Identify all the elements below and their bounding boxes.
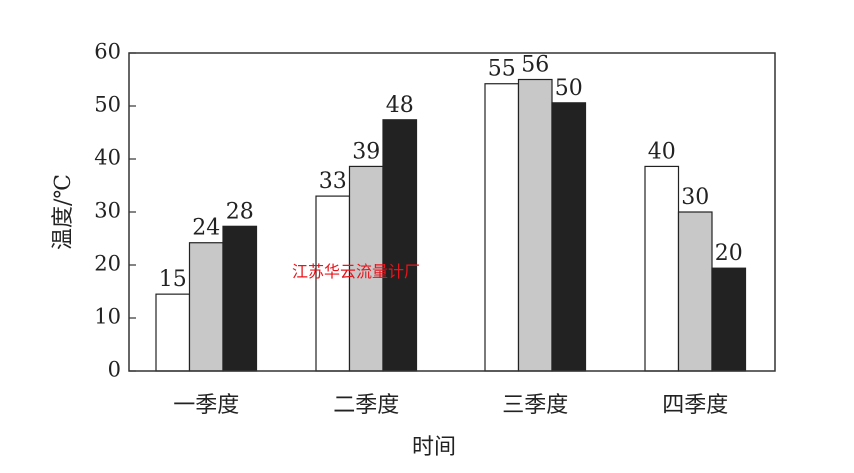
watermark-text: 江苏华云流量计厂 — [292, 262, 421, 281]
bar-series1-cat1 — [155, 293, 191, 372]
y-tick-label: 50 — [94, 93, 121, 117]
x-category-label: 一季度 — [173, 393, 239, 418]
y-tick-label: 40 — [94, 146, 121, 170]
y-axis-title: 温度/℃ — [51, 174, 76, 250]
x-category-label: 三季度 — [502, 393, 568, 418]
data-label-series1-cat1: 15 — [159, 267, 187, 292]
bar-series3-cat1 — [222, 225, 258, 372]
y-tick-label: 10 — [94, 305, 121, 329]
data-labels-group: 15 33 55 40 24 39 56 30 28 48 50 20 — [159, 53, 743, 293]
bar-series2-cat4 — [677, 211, 713, 372]
y-tick-label: 20 — [94, 252, 121, 276]
data-label-series1-cat2: 33 — [319, 169, 347, 194]
bar-series1-cat3 — [484, 83, 520, 372]
x-category-label: 二季度 — [333, 393, 399, 418]
x-category-label: 四季度 — [662, 393, 728, 418]
y-axis: 0 10 20 30 40 50 60 — [94, 40, 136, 382]
data-label-series3-cat4: 20 — [715, 241, 743, 266]
bar-series1-cat4 — [644, 165, 680, 372]
bar-series2-cat1 — [188, 242, 224, 372]
bar-series2-cat3 — [517, 78, 553, 372]
bar-series2-cat2 — [348, 165, 384, 372]
data-label-series3-cat3: 50 — [555, 76, 583, 101]
data-label-series2-cat1: 24 — [192, 216, 220, 241]
bar-series3-cat4 — [711, 267, 747, 372]
bar-series3-cat2 — [382, 119, 418, 372]
data-label-series1-cat3: 55 — [488, 57, 516, 82]
data-label-series2-cat2: 39 — [352, 139, 380, 164]
y-tick-label: 60 — [94, 40, 121, 64]
bars-group — [155, 78, 747, 372]
bar-series3-cat3 — [551, 102, 587, 372]
data-label-series2-cat4: 30 — [681, 185, 709, 210]
data-label-series2-cat3: 56 — [521, 53, 549, 78]
y-tick-label: 30 — [94, 199, 121, 223]
data-label-series3-cat1: 28 — [226, 199, 254, 224]
data-label-series3-cat2: 48 — [386, 93, 414, 118]
x-axis-title: 时间 — [412, 435, 456, 460]
bar-series1-cat2 — [315, 195, 351, 372]
y-tick-label: 0 — [108, 358, 121, 382]
x-axis: 一季度 二季度 三季度 四季度 — [173, 393, 728, 418]
data-label-series1-cat4: 40 — [648, 139, 676, 164]
